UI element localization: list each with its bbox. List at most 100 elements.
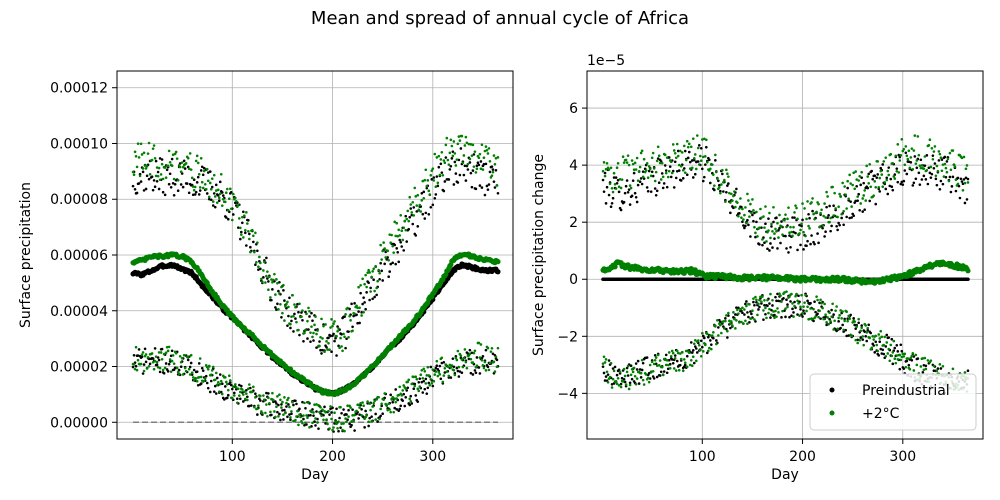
data-point [375, 398, 378, 401]
data-point [899, 358, 903, 362]
data-point [746, 311, 749, 314]
data-point [366, 400, 369, 403]
data-point [661, 175, 665, 179]
data-point [781, 309, 784, 313]
data-point [784, 307, 787, 311]
data-point [738, 212, 741, 215]
data-point [166, 164, 170, 168]
data-point [484, 369, 488, 372]
data-point [902, 147, 906, 151]
data-point [715, 342, 718, 346]
data-point [941, 182, 945, 186]
data-point [960, 180, 964, 183]
data-point [195, 181, 199, 184]
data-point [807, 212, 810, 216]
data-point [627, 387, 631, 391]
data-point [302, 417, 305, 421]
data-point [675, 349, 679, 353]
data-point [225, 187, 229, 191]
data-point [778, 292, 781, 295]
data-point [345, 413, 348, 416]
data-point [205, 365, 209, 369]
data-point [237, 203, 240, 207]
data-point [209, 187, 213, 191]
data-point [898, 367, 902, 371]
data-point [237, 226, 240, 229]
data-point [314, 424, 317, 427]
data-point [630, 377, 634, 381]
data-point [636, 179, 640, 182]
data-point [914, 353, 918, 357]
data-point [297, 328, 300, 332]
data-point [264, 281, 267, 284]
data-point [472, 153, 476, 156]
data-point [900, 349, 904, 353]
data-point [621, 380, 625, 383]
data-point [805, 309, 808, 313]
data-point [697, 343, 701, 347]
data-point [443, 367, 447, 370]
data-point [281, 409, 284, 412]
data-point [876, 173, 880, 176]
data-point [689, 359, 693, 362]
data-point [707, 349, 710, 353]
data-point [362, 296, 365, 299]
data-point [670, 349, 674, 353]
data-point [901, 352, 905, 356]
data-point [653, 354, 657, 357]
data-point [437, 154, 441, 158]
data-point [220, 204, 224, 207]
data-point [246, 395, 249, 399]
data-point [334, 336, 337, 340]
data-point [791, 302, 794, 305]
data-point [651, 151, 655, 155]
data-point [378, 271, 381, 275]
data-point [640, 182, 644, 186]
data-point [651, 369, 655, 373]
data-point [896, 357, 900, 361]
data-point [396, 251, 400, 254]
data-point [837, 221, 840, 225]
data-point [625, 370, 629, 374]
data-point [461, 161, 465, 165]
data-point [614, 380, 618, 384]
data-point [300, 315, 303, 318]
data-point [883, 181, 887, 184]
data-point [404, 387, 408, 390]
data-point [199, 375, 203, 379]
data-point [337, 344, 340, 348]
data-point [740, 320, 743, 324]
data-point [948, 151, 952, 155]
data-point [473, 150, 477, 153]
data-point [923, 155, 927, 158]
data-point [611, 377, 615, 381]
data-point [684, 349, 688, 353]
data-point [658, 359, 662, 362]
data-point [446, 365, 450, 368]
data-point [949, 190, 953, 194]
data-point [694, 167, 698, 171]
data-point [627, 163, 631, 167]
data-point [477, 366, 481, 369]
data-point [638, 180, 642, 183]
y-tick-label: 0.00000 [50, 415, 108, 431]
data-point [671, 361, 675, 365]
data-point [938, 152, 942, 156]
data-point [419, 210, 423, 213]
data-point [315, 346, 318, 349]
data-point [257, 404, 260, 407]
data-point [748, 215, 751, 218]
data-point [871, 177, 875, 181]
data-point [736, 308, 739, 312]
data-point [625, 161, 629, 164]
data-point [318, 410, 321, 414]
data-point [718, 185, 721, 189]
data-point [641, 175, 645, 179]
data-point [649, 174, 653, 178]
data-point [825, 321, 828, 324]
data-point [806, 299, 809, 303]
data-point [351, 329, 354, 333]
data-point [435, 175, 439, 178]
data-point [294, 305, 297, 309]
data-point [460, 358, 464, 361]
